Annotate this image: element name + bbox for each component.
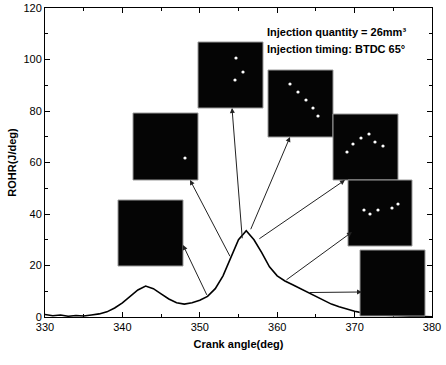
svg-text:Injection quantity = 26mm³: Injection quantity = 26mm³ — [267, 26, 406, 38]
svg-text:40: 40 — [30, 208, 42, 220]
svg-text:0: 0 — [36, 311, 42, 323]
svg-text:60: 60 — [30, 156, 42, 168]
svg-text:350: 350 — [191, 321, 209, 333]
svg-text:20: 20 — [30, 259, 42, 271]
svg-text:380: 380 — [423, 321, 441, 333]
svg-text:ROHR(J/deg): ROHR(J/deg) — [6, 128, 18, 197]
svg-text:340: 340 — [113, 321, 131, 333]
svg-text:120: 120 — [23, 2, 41, 14]
svg-text:330: 330 — [36, 321, 54, 333]
svg-text:80: 80 — [30, 105, 42, 117]
svg-text:360: 360 — [268, 321, 286, 333]
svg-text:370: 370 — [345, 321, 363, 333]
svg-text:Crank angle(deg): Crank angle(deg) — [194, 338, 284, 350]
svg-text:100: 100 — [23, 53, 41, 65]
svg-text:Injection timing: BTDC 65°: Injection timing: BTDC 65° — [267, 43, 405, 55]
